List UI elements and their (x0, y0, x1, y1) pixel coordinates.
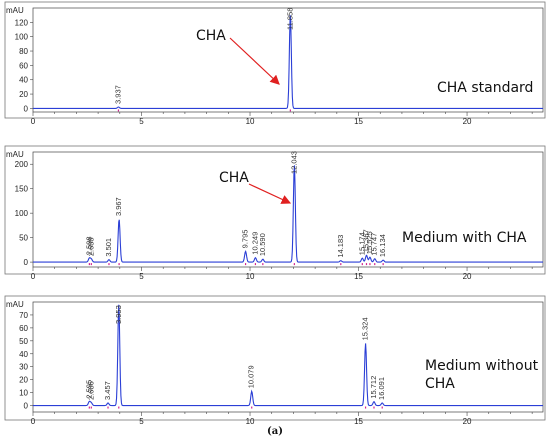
x-tick-label: 0 (31, 117, 36, 126)
x-tick-label: 5 (139, 417, 144, 426)
plot-area (32, 301, 544, 413)
y-tick-label: 150 (15, 185, 29, 194)
sample-annotation: CHA standard (437, 80, 533, 96)
figure-caption: (a) (267, 426, 283, 437)
y-tick-label: 200 (15, 160, 29, 169)
peak-label: 3.937 (113, 85, 122, 104)
panel-frame (4, 1, 546, 119)
x-tick-label: 0 (31, 417, 36, 426)
y-tick-label: 40 (19, 350, 28, 359)
y-tick-label: 100 (15, 209, 29, 218)
peak-label: 15.747 (370, 233, 379, 256)
panel-cha-standard: mAU 0 20 40 60 80 100 120 0 5 10 15 20 3.937 11.858 CHA… (4, 1, 546, 126)
x-tick-label: 20 (463, 417, 472, 426)
peak-label: 9.795 (241, 230, 250, 249)
y-tick-label: 10 (19, 389, 28, 398)
cha-arrow (229, 37, 280, 85)
peak-label: 11.858 (285, 8, 294, 30)
x-tick-label: 15 (354, 417, 363, 426)
peak-label: 2.686 (86, 381, 95, 400)
y-tick-label: 20 (19, 90, 28, 99)
sample-annotation: Medium with CHA (402, 230, 527, 246)
peak-label: 15.525 (365, 231, 374, 254)
x-tick-label: 15 (354, 117, 363, 126)
peak-label: 16.134 (378, 234, 387, 257)
peak-label: 15.174 (357, 232, 366, 255)
x-tick-label: 0 (31, 272, 36, 281)
y-tick-label: 30 (19, 363, 28, 372)
sample-annotation: CHA (425, 376, 455, 392)
y-tick-label: 60 (19, 61, 28, 70)
y-tick-label: 50 (19, 234, 28, 243)
y-tick-label: 0 (24, 402, 29, 411)
peak-label: 15.712 (369, 376, 378, 399)
x-tick-label: 20 (463, 117, 472, 126)
peak-label: 12.043 (289, 151, 298, 174)
y-tick-label: 40 (19, 76, 28, 85)
x-tick-label: 10 (246, 117, 255, 126)
peak-label: 2.595 (84, 380, 93, 399)
trace-line (33, 304, 543, 407)
y-tick-label: 20 (19, 376, 28, 385)
peak-label: 3.953 (114, 305, 123, 324)
y-tick-label: 120 (15, 18, 29, 27)
y-tick-label: 70 (19, 311, 28, 320)
trace-line (33, 165, 543, 263)
peak-label: 2.688 (86, 237, 95, 256)
y-tick-label: 50 (19, 337, 28, 346)
peak-label: 3.967 (114, 197, 123, 216)
peak-label: 2.598 (84, 236, 93, 255)
y-unit-label: mAU (6, 150, 24, 159)
plot-area (32, 151, 544, 268)
peak-label: 10.249 (250, 232, 259, 255)
y-unit-label: mAU (6, 300, 24, 309)
peak-label: 14.183 (336, 235, 345, 258)
panel-frame (4, 295, 546, 421)
peak-label: 10.079 (247, 365, 256, 388)
peak-label: 3.457 (103, 381, 112, 400)
x-tick-label: 20 (463, 272, 472, 281)
cha-arrow (248, 183, 292, 204)
plot-area (32, 7, 544, 113)
cha-arrow-label: CHA (196, 28, 226, 44)
x-tick-label: 10 (246, 417, 255, 426)
y-tick-label: 0 (24, 258, 29, 267)
y-tick-label: 100 (15, 33, 29, 42)
x-tick-label: 5 (139, 272, 144, 281)
panel-frame (4, 145, 546, 275)
trace-line (33, 15, 543, 109)
peak-label: 15.324 (361, 317, 370, 340)
y-tick-label: 80 (19, 47, 28, 56)
x-tick-label: 5 (139, 117, 144, 126)
sample-annotation: Medium without (425, 358, 539, 374)
cha-arrow-label: CHA (219, 170, 249, 186)
peak-label: 16.091 (377, 377, 386, 400)
y-unit-label: mAU (6, 6, 24, 15)
y-tick-label: 60 (19, 324, 28, 333)
x-tick-label: 10 (246, 272, 255, 281)
peak-label: 10.590 (258, 233, 267, 256)
y-tick-label: 0 (24, 104, 29, 113)
peak-label: 3.501 (104, 238, 113, 257)
x-tick-label: 15 (354, 272, 363, 281)
peak-label: 15.367 (361, 229, 370, 252)
